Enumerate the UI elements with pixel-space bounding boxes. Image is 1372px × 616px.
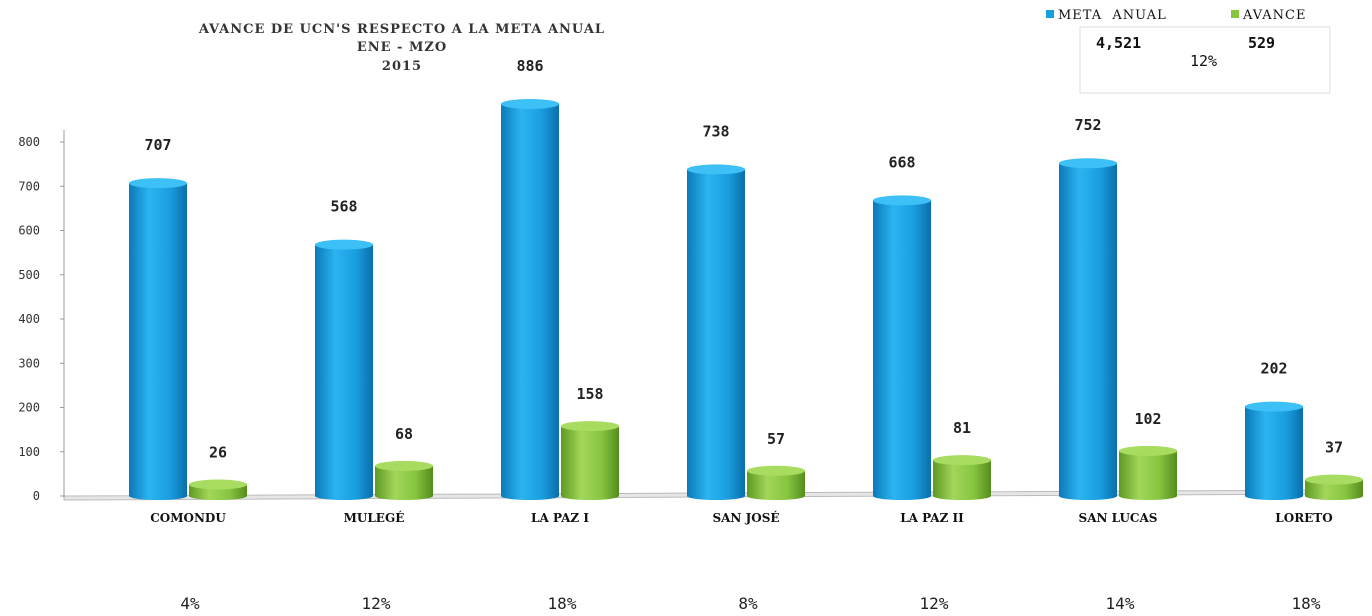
y-tick-label: 500	[18, 268, 40, 282]
chart-title-line-2: ENE - MZO	[357, 40, 447, 55]
data-label-meta: 568	[330, 198, 357, 216]
data-label-avance: 81	[953, 419, 971, 437]
bar-avance	[933, 455, 991, 500]
data-label-avance: 26	[209, 443, 227, 461]
legend-label-meta: META ANUAL	[1058, 8, 1167, 23]
bar-meta-body	[315, 244, 373, 496]
y-tick-label: 800	[18, 135, 40, 149]
bar-avance-body	[561, 426, 619, 496]
summary-percent: 12%	[1190, 52, 1217, 70]
bar-avance-body	[375, 465, 433, 496]
bar-meta	[687, 164, 745, 500]
data-label-avance: 102	[1134, 410, 1161, 428]
labels: 707 26 COMONDU 4% 568 68 MULEGÉ 12% 886 158 LA PAZ…	[144, 57, 1343, 613]
data-label-meta: 668	[888, 153, 915, 171]
bar-meta-cap	[1245, 401, 1303, 412]
data-label-avance: 57	[767, 430, 785, 448]
bar-avance-cap	[1305, 474, 1363, 485]
chart-title-line-3: 2015	[382, 59, 422, 74]
bars	[129, 98, 1363, 500]
bar-meta-body	[687, 169, 745, 496]
bar-avance	[747, 465, 805, 500]
data-label-avance: 158	[576, 385, 603, 403]
bar-meta-cap	[873, 195, 931, 206]
y-tick-label: 300	[18, 356, 40, 370]
data-label-meta: 886	[516, 57, 543, 75]
data-label-meta: 752	[1074, 116, 1101, 134]
legend-swatch-meta	[1046, 10, 1054, 18]
percentage-label: 8%	[738, 594, 758, 613]
data-label-avance: 37	[1325, 439, 1343, 457]
bar-meta-cap	[129, 178, 187, 189]
percentage-label: 14%	[1106, 594, 1135, 613]
bar-meta-cap	[315, 239, 373, 250]
bar-meta-cap	[1059, 158, 1117, 169]
category-label: SAN JOSÉ	[712, 510, 779, 525]
bar-meta	[129, 178, 187, 500]
percentage-label: 12%	[362, 594, 391, 613]
category-label: MULEGÉ	[344, 510, 405, 525]
y-tick-label: 100	[18, 445, 40, 459]
y-tick-label: 600	[18, 224, 40, 238]
category-label: SAN LUCAS	[1079, 511, 1158, 525]
legend-label-avance: AVANCE	[1242, 8, 1306, 23]
data-label-meta: 707	[144, 136, 171, 154]
bar-meta-body	[873, 200, 931, 496]
bar-avance-cap	[933, 455, 991, 466]
bar-meta	[315, 239, 373, 500]
percentage-label: 12%	[920, 594, 949, 613]
bar-meta-body	[129, 183, 187, 496]
bar-avance	[189, 479, 247, 500]
legend: META ANUAL AVANCE	[1046, 8, 1306, 23]
chart-title: AVANCE DE UCN'S RESPECTO A LA META ANUAL…	[198, 22, 605, 74]
bar-avance-cap	[747, 465, 805, 476]
bar-avance-body	[189, 484, 247, 496]
bar-meta	[1059, 158, 1117, 500]
summary-avance-total: 529	[1248, 34, 1275, 52]
legend-swatch-avance	[1231, 10, 1239, 18]
percentage-label: 18%	[1292, 594, 1321, 613]
bar-avance-body	[1119, 450, 1177, 496]
category-label: LA PAZ II	[900, 511, 964, 525]
summary-box-border	[1079, 26, 1331, 94]
category-label: LORETO	[1275, 511, 1332, 525]
percentage-label: 4%	[180, 594, 200, 613]
bar-avance-body	[933, 460, 991, 496]
bar-meta	[1245, 401, 1303, 500]
bar-meta-cap	[687, 164, 745, 175]
bar-avance-cap	[561, 421, 619, 432]
y-tick-label: 700	[18, 179, 40, 193]
bar-avance	[1305, 474, 1363, 500]
bar-avance	[1119, 445, 1177, 500]
y-tick-label: 0	[33, 489, 40, 503]
y-tick-label: 400	[18, 312, 40, 326]
summary-box: 4,521 529 12%	[1079, 26, 1331, 94]
bar-meta-body	[501, 103, 559, 496]
bar-avance	[375, 460, 433, 500]
bar-meta-cap	[501, 98, 559, 109]
percentage-label: 18%	[548, 594, 577, 613]
bar-avance-cap	[375, 460, 433, 471]
category-label: COMONDU	[150, 511, 226, 525]
bar-avance-cap	[1119, 445, 1177, 456]
bar-meta	[501, 98, 559, 500]
bar-meta	[873, 195, 931, 500]
bar-meta-body	[1245, 406, 1303, 496]
bar-meta-body	[1059, 163, 1117, 497]
bar-avance-cap	[189, 479, 247, 490]
data-label-avance: 68	[395, 425, 413, 443]
bar-avance	[561, 421, 619, 500]
data-label-meta: 202	[1260, 360, 1287, 378]
data-label-meta: 738	[702, 122, 729, 140]
chart-title-line-1: AVANCE DE UCN'S RESPECTO A LA META ANUAL	[198, 22, 605, 37]
y-tick-label: 200	[18, 401, 40, 415]
summary-meta-total: 4,521	[1096, 34, 1141, 52]
category-label: LA PAZ I	[531, 511, 589, 525]
